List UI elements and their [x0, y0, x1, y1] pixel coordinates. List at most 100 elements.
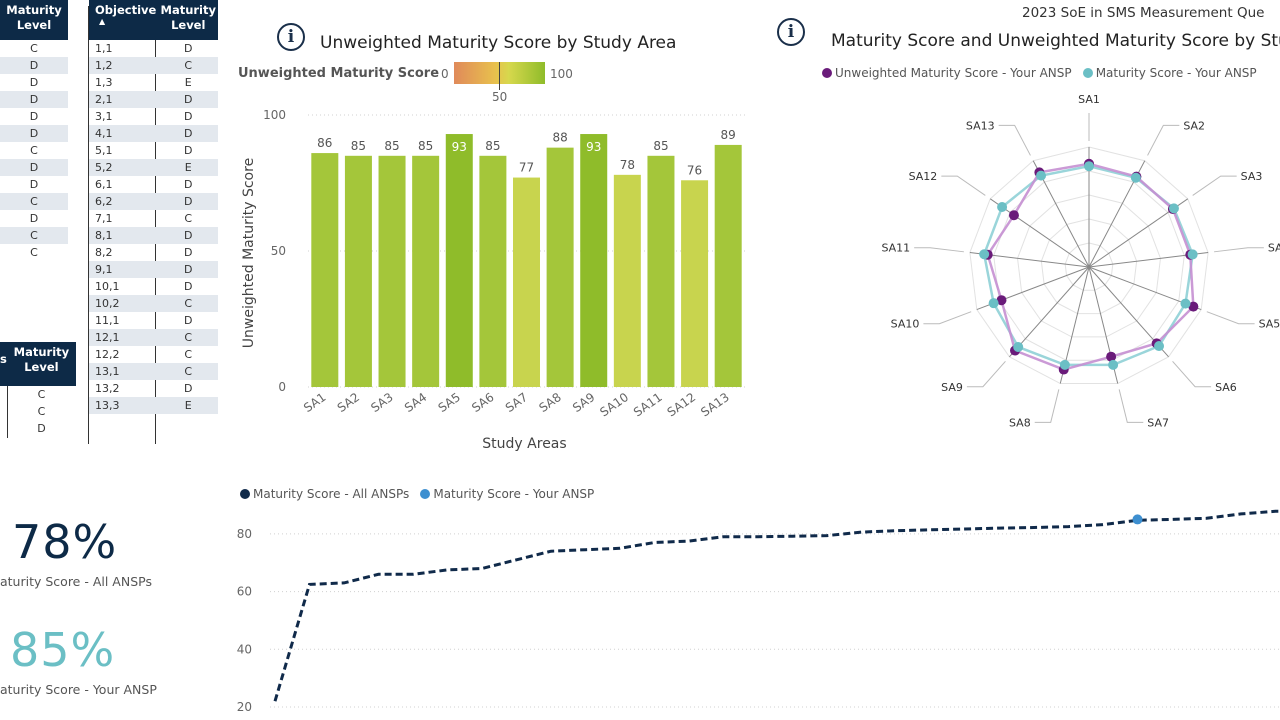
- table-row[interactable]: 5,1 D: [89, 142, 218, 159]
- table-row[interactable]: 1,1 D: [89, 40, 218, 57]
- table1-header-level[interactable]: Maturity Level: [0, 0, 68, 40]
- table-row[interactable]: 12,1 C: [89, 329, 218, 346]
- table-row[interactable]: 1,3 E: [89, 74, 218, 91]
- table-row[interactable]: C: [0, 40, 68, 57]
- line-legend-your-ansp[interactable]: Maturity Score - Your ANSP: [420, 487, 594, 501]
- radar-point[interactable]: [1108, 359, 1119, 370]
- table-row[interactable]: 11,1 D: [89, 312, 218, 329]
- radar-axis-label: SA1: [1078, 93, 1100, 106]
- table-row[interactable]: 8,1 D: [89, 227, 218, 244]
- bar[interactable]: [479, 155, 507, 387]
- table-row[interactable]: 10,2 C: [89, 295, 218, 312]
- table-row[interactable]: D: [0, 57, 68, 74]
- radar-point[interactable]: [1168, 203, 1179, 214]
- table-row[interactable]: 12,2 C: [89, 346, 218, 363]
- table-row[interactable]: 5,2 E: [89, 159, 218, 176]
- y-tick-label: 100: [263, 108, 286, 122]
- line-legend: Maturity Score - All ANSPs Maturity Scor…: [240, 484, 594, 503]
- table2-header-objective[interactable]: Objective ▲: [89, 0, 159, 40]
- radar-point[interactable]: [1008, 210, 1019, 221]
- all-ansps-line[interactable]: [273, 509, 1280, 702]
- radar-point[interactable]: [996, 295, 1007, 306]
- table3-header-level[interactable]: Maturity Level: [6, 342, 76, 386]
- radar-axis-label: SA4: [1268, 242, 1280, 255]
- maturity-level-cell: D: [158, 261, 218, 278]
- table-row[interactable]: D: [0, 125, 68, 142]
- objective-cell: 12,2: [95, 348, 120, 361]
- table-row[interactable]: 13,1 C: [89, 363, 218, 380]
- table-row[interactable]: C: [0, 142, 68, 159]
- spacer-cell: [0, 420, 7, 437]
- table-row[interactable]: C: [0, 403, 76, 420]
- info-icon[interactable]: i: [277, 23, 305, 51]
- table-row[interactable]: D: [0, 159, 68, 176]
- radar-point[interactable]: [1106, 351, 1117, 362]
- table-row[interactable]: 9,1 D: [89, 261, 218, 278]
- table-row[interactable]: D: [0, 108, 68, 125]
- table-row[interactable]: C: [0, 193, 68, 210]
- radar-point[interactable]: [1036, 170, 1047, 181]
- bar[interactable]: [613, 174, 641, 387]
- table-row[interactable]: C: [0, 227, 68, 244]
- bar[interactable]: [344, 155, 372, 387]
- radar-legend: Unweighted Maturity Score - Your ANSP Ma…: [822, 63, 1257, 82]
- bar[interactable]: [681, 180, 709, 387]
- radar-point[interactable]: [1188, 301, 1199, 312]
- objective-cell: 7,1: [95, 212, 113, 225]
- your-ansp-point[interactable]: [1132, 514, 1143, 525]
- table-row[interactable]: 2,1 D: [89, 91, 218, 108]
- bar[interactable]: [513, 177, 540, 387]
- radar-grid-ring: [969, 146, 1209, 385]
- bar[interactable]: [714, 144, 742, 387]
- radar-point[interactable]: [1059, 359, 1070, 370]
- table-row[interactable]: C: [0, 386, 76, 403]
- bar[interactable]: [445, 134, 473, 387]
- table-row[interactable]: 7,1 C: [89, 210, 218, 227]
- table-row[interactable]: 8,2 D: [89, 244, 218, 261]
- radar-point[interactable]: [1180, 298, 1191, 309]
- objective-cell: 8,2: [95, 246, 113, 259]
- radar-point[interactable]: [1154, 341, 1165, 352]
- objective-cell: 1,2: [89, 57, 159, 74]
- radar-point[interactable]: [1013, 341, 1024, 352]
- objective-cell: 9,1: [89, 261, 159, 278]
- table-row[interactable]: D: [0, 176, 68, 193]
- sort-ascending-icon[interactable]: ▲: [99, 17, 106, 26]
- table-row[interactable]: D: [0, 210, 68, 227]
- radar-point[interactable]: [988, 298, 999, 309]
- radar-leader-line: [914, 247, 964, 253]
- bar-data-label: 78: [620, 158, 635, 172]
- table-row[interactable]: 13,3 E: [89, 397, 218, 414]
- radar-legend-maturity[interactable]: Maturity Score - Your ANSP: [1082, 66, 1257, 80]
- bar[interactable]: [378, 155, 406, 387]
- radar-point[interactable]: [1187, 249, 1198, 260]
- table-row[interactable]: 6,2 D: [89, 193, 218, 210]
- bar[interactable]: [647, 155, 675, 387]
- radar-legend-unweighted[interactable]: Unweighted Maturity Score - Your ANSP: [822, 66, 1072, 80]
- table-row[interactable]: C: [0, 244, 68, 261]
- radar-point[interactable]: [1084, 161, 1094, 172]
- table-row[interactable]: D: [0, 420, 76, 437]
- radar-point[interactable]: [997, 202, 1008, 213]
- info-icon[interactable]: i: [777, 18, 805, 46]
- bar-data-label: 85: [384, 139, 399, 153]
- table-row[interactable]: 1,2 C: [89, 57, 218, 74]
- table-row[interactable]: D: [0, 91, 68, 108]
- radar-point[interactable]: [979, 249, 990, 260]
- bar[interactable]: [580, 134, 608, 387]
- table-row[interactable]: 13,2 D: [89, 380, 218, 397]
- maturity-level-cell: D: [158, 193, 218, 210]
- table-row[interactable]: 3,1 D: [89, 108, 218, 125]
- table2-left-border: [88, 6, 89, 444]
- bar[interactable]: [546, 147, 574, 387]
- line-legend-all-ansps[interactable]: Maturity Score - All ANSPs: [240, 487, 409, 501]
- table-row[interactable]: 6,1 D: [89, 176, 218, 193]
- table2-header-level[interactable]: Maturity Level: [158, 0, 218, 40]
- table-row[interactable]: 10,1 D: [89, 278, 218, 295]
- bar[interactable]: [311, 153, 339, 387]
- table-row[interactable]: D: [0, 74, 68, 91]
- table-row[interactable]: 4,1 D: [89, 125, 218, 142]
- x-tick-label: SA12: [665, 390, 699, 419]
- radar-point[interactable]: [1130, 172, 1141, 183]
- bar[interactable]: [412, 155, 440, 387]
